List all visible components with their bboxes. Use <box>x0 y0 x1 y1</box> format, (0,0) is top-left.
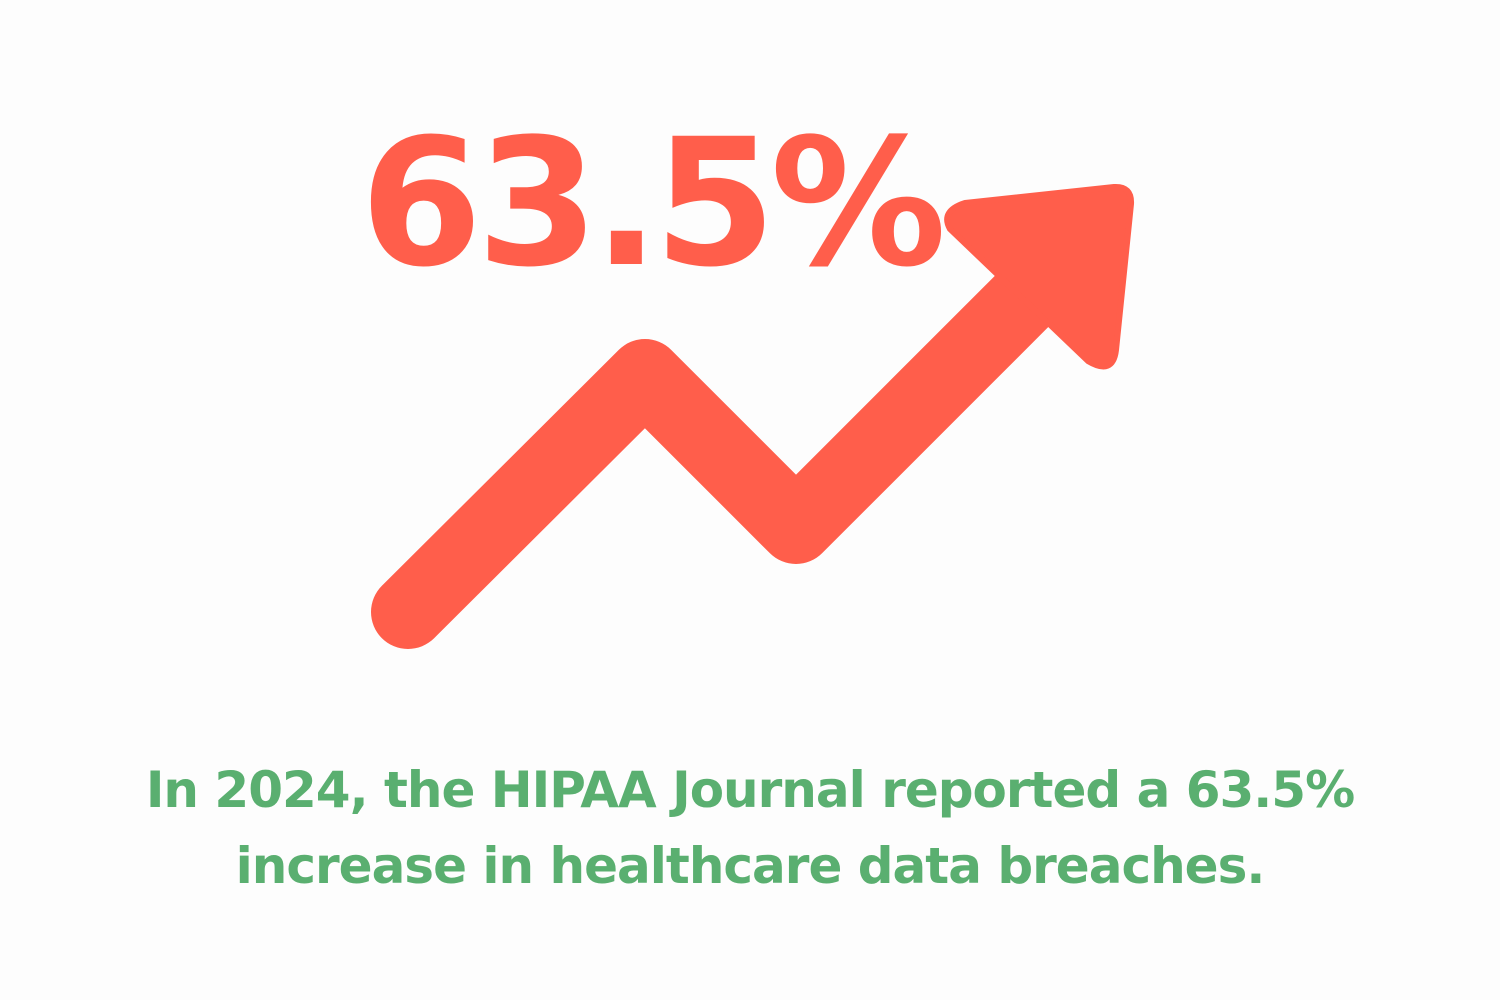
trend-line <box>371 264 1059 649</box>
caption-line-2: increase in healthcare data breaches. <box>235 837 1266 895</box>
caption: In 2024, the HIPAA Journal reported a 63… <box>50 752 1450 904</box>
stat-value: 63.5% <box>360 101 947 306</box>
caption-line-1: In 2024, the HIPAA Journal reported a 63… <box>145 761 1355 819</box>
arrow-head <box>944 183 1135 370</box>
